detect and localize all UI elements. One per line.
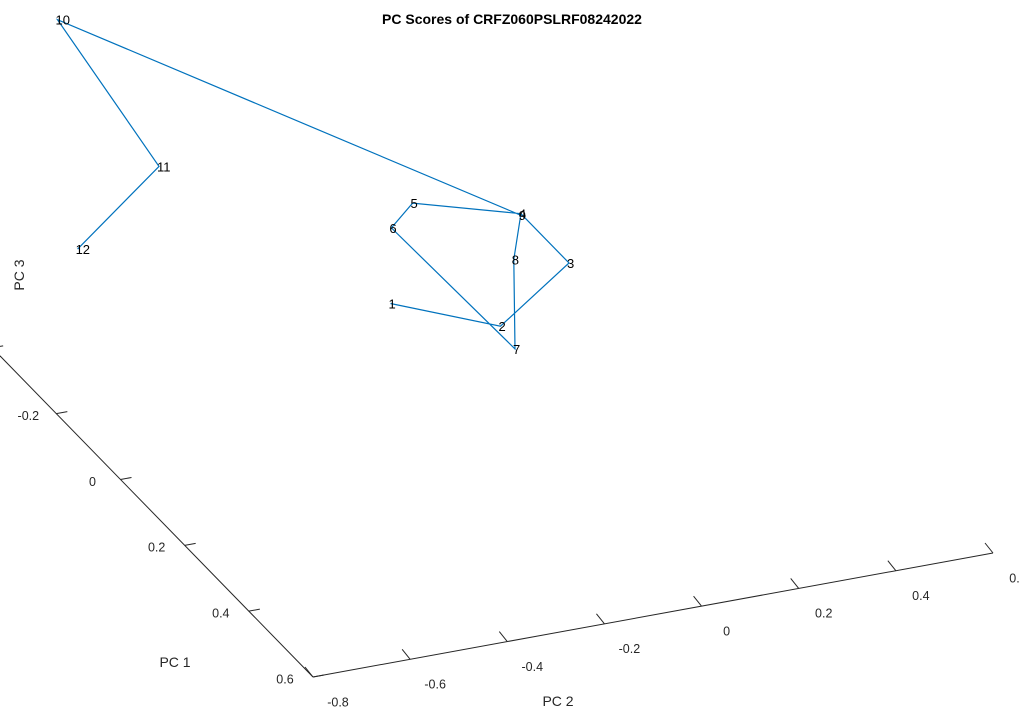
y-tick-label: 0.6: [1009, 571, 1020, 585]
y-tick-mark: [596, 613, 605, 625]
point-label-1: 1: [388, 297, 395, 312]
x-tick-label: -0.2: [18, 409, 40, 423]
y-tick-label: 0: [723, 624, 730, 638]
point-label-7: 7: [513, 342, 520, 357]
point-label-4: 4: [519, 207, 526, 222]
point-label-3: 3: [567, 256, 574, 271]
y-tick-mark: [887, 560, 897, 572]
x-tick-label: 0.4: [212, 606, 229, 620]
x-tick-mark: [312, 674, 325, 678]
y-axis-label: PC 2: [542, 693, 573, 708]
point-label-10: 10: [55, 13, 69, 28]
y-tick-mark: [790, 578, 800, 589]
x-axis-line: [0, 355, 314, 678]
point-label-9: 9: [519, 208, 526, 223]
y-tick-label: -0.6: [424, 678, 446, 692]
y-tick-mark: [304, 666, 314, 678]
x-tick-mark: [120, 477, 132, 480]
x-tick-label: 0.2: [148, 541, 165, 555]
y-tick-label: -0.4: [522, 660, 544, 674]
y-tick-label: -0.2: [619, 642, 641, 656]
x-tick-mark: [248, 608, 260, 612]
y-tick-label: -0.8: [327, 695, 349, 708]
x-tick-mark: [184, 542, 196, 546]
y-axis-line: [312, 552, 994, 678]
x-tick-mark: [0, 345, 4, 347]
x-tick-label: 0.6: [276, 672, 293, 686]
x-axis-label: PC 1: [159, 654, 190, 670]
x-tick-label: 0: [89, 475, 96, 489]
point-label-12: 12: [76, 242, 90, 257]
point-label-11: 11: [157, 159, 171, 174]
x-tick-mark: [56, 411, 68, 415]
y-tick-label: 0.2: [815, 607, 832, 621]
point-label-8: 8: [512, 252, 519, 267]
point-label-2: 2: [498, 319, 505, 334]
point-label-5: 5: [411, 196, 418, 211]
y-tick-mark: [693, 595, 702, 607]
y-tick-mark: [498, 631, 508, 642]
z-axis-label: PC 3: [11, 259, 27, 290]
chart-title: PC Scores of CRFZ060PSLRF08242022: [382, 11, 642, 27]
y-tick-mark: [984, 542, 994, 554]
point-label-6: 6: [389, 221, 396, 236]
series-line: [55, 18, 570, 351]
series-pc-scores: [55, 18, 570, 351]
y-tick-label: 0.4: [912, 589, 929, 603]
y-tick-mark: [401, 648, 411, 660]
